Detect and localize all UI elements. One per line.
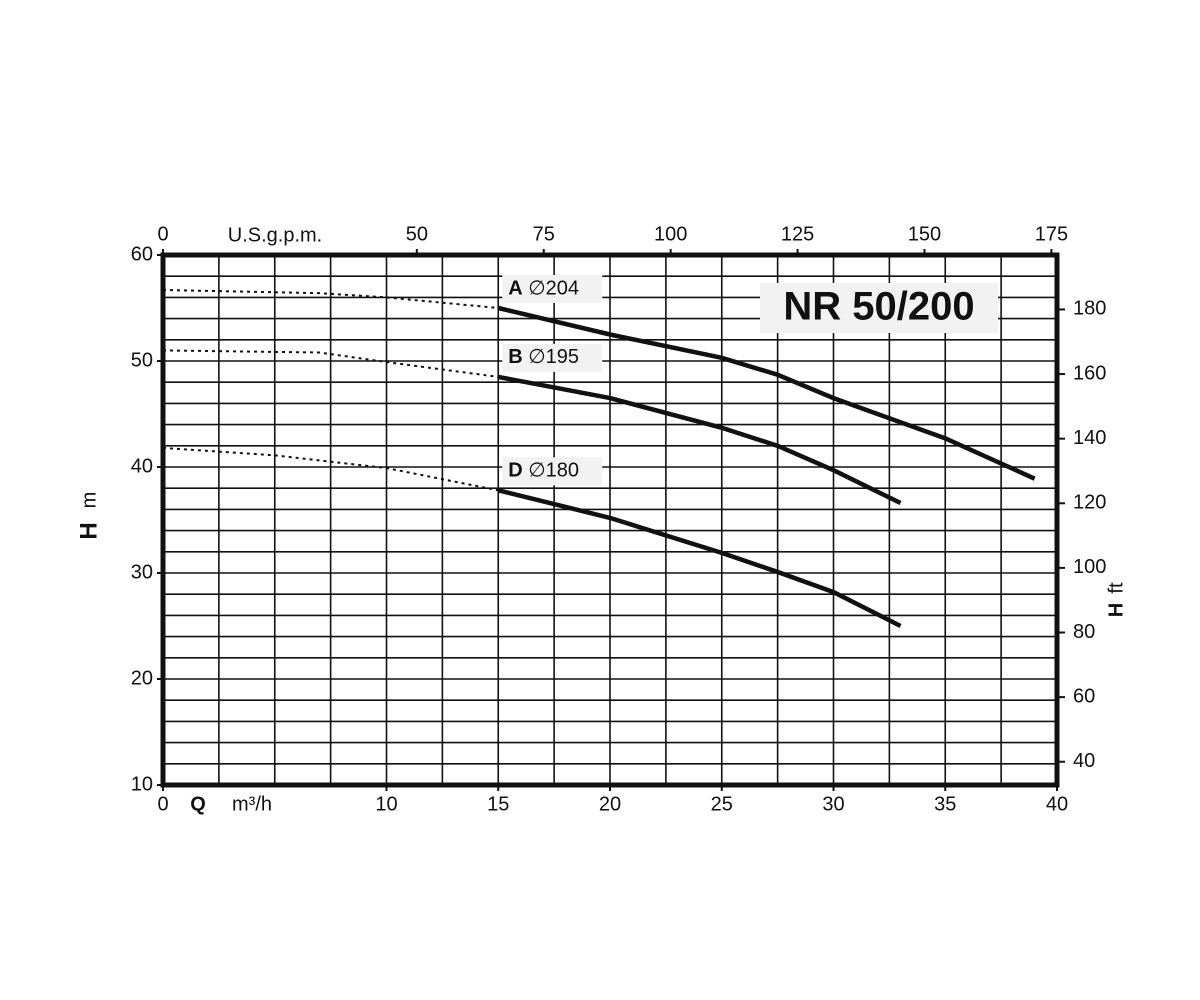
x2-tick-label: 150 [908,223,941,245]
x2-tick-label: 75 [533,223,555,245]
x2-tick-label: 50 [406,223,428,245]
curve-dotted [162,446,499,492]
y2-label-symbol: H [1105,603,1127,617]
y2-tick-label: 160 [1073,362,1106,384]
title-box [760,283,998,333]
series-name: B [508,346,522,368]
curve-dotted [162,288,499,309]
x2-label: U.S.g.p.m. [228,224,322,246]
curve-dotted [162,349,499,378]
y2-tick-label: 60 [1073,685,1095,707]
x-tick-label: 30 [822,793,844,815]
curve [497,305,1036,481]
curve [497,374,902,506]
label-box [502,457,603,486]
y2-tick-label: 100 [1073,556,1106,578]
y-tick-label: 20 [131,667,153,689]
x2-tick-label: 175 [1035,223,1068,245]
x-tick-label: 20 [599,793,621,815]
y-tick-label: 40 [131,455,153,477]
y-tick-label: 60 [131,243,153,265]
x-label-unit: m³/h [232,793,272,815]
y-tick-label: 10 [131,773,153,795]
series-name: D [508,460,522,482]
curve [497,488,902,629]
y-label-symbol: H [75,522,102,539]
series-label: ∅204 [528,277,579,299]
series-label: ∅195 [528,346,579,368]
y2-label-unit: ft [1105,582,1127,594]
y-tick-label: 30 [131,561,153,583]
series-name: A [508,277,522,299]
chart-title: NR 50/200 [783,285,974,329]
x2-tick-label: 100 [654,223,687,245]
y2-tick-label: 180 [1073,298,1106,320]
x-tick-label: 0 [157,793,168,815]
y-label-unit: m [78,492,100,509]
x-tick-label: 40 [1046,793,1068,815]
x-tick-label: 10 [375,793,397,815]
x-tick-label: 25 [711,793,733,815]
label-box [502,343,603,372]
y2-tick-label: 140 [1073,427,1106,449]
x-label-symbol: Q [190,793,206,815]
y2-tick-label: 80 [1073,621,1095,643]
x2-tick-label: 125 [781,223,814,245]
y2-tick-label: 120 [1073,492,1106,514]
y-tick-label: 50 [131,349,153,371]
label-box [502,275,603,303]
y2-tick-label: 40 [1073,750,1095,772]
x2-tick-label: 0 [157,223,168,245]
x-tick-label: 35 [934,793,956,815]
series-label: ∅180 [528,460,579,482]
x-tick-label: 15 [487,793,509,815]
